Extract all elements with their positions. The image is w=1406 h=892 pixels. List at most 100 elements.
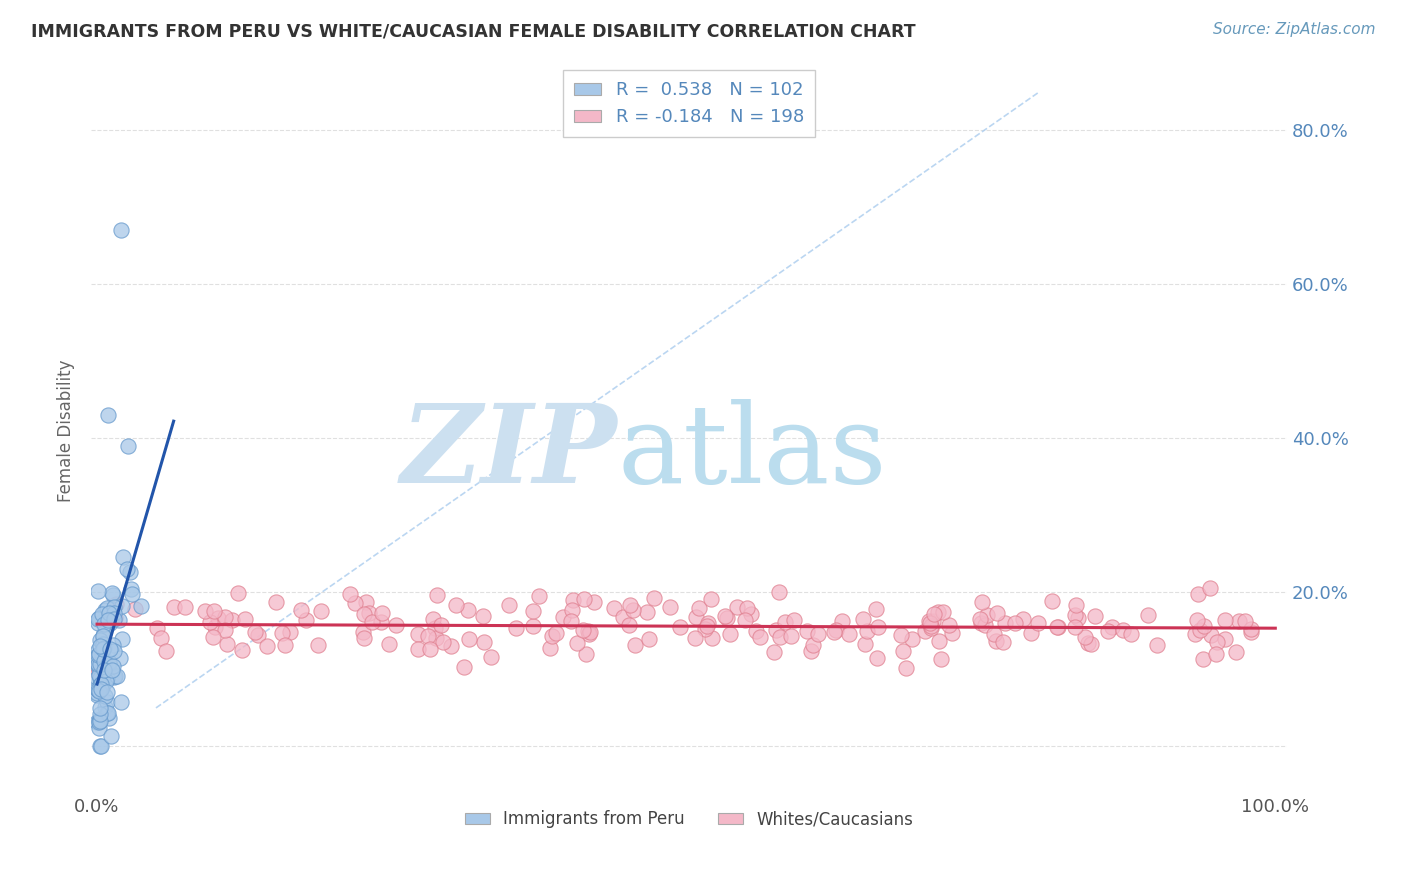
Point: [928, 634, 950, 648]
Point: [1004, 616, 1026, 631]
Point: [91, 637, 114, 651]
Point: [207, 611, 229, 625]
Point: [765, 623, 787, 637]
Point: [562, 593, 585, 607]
Point: [852, 612, 875, 626]
Point: [529, 589, 551, 603]
Point: [505, 621, 527, 635]
Point: [800, 644, 823, 658]
Point: [1019, 625, 1042, 640]
Point: [214, 623, 236, 637]
Point: [697, 616, 720, 631]
Point: [101, 588, 124, 602]
Point: [97, 657, 120, 672]
Point: [1111, 624, 1133, 638]
Point: [426, 588, 449, 602]
Point: [98, 655, 121, 669]
Point: [773, 615, 796, 630]
Point: [117, 439, 139, 453]
Point: [807, 627, 830, 641]
Point: [636, 605, 658, 619]
Point: [370, 615, 392, 629]
Point: [155, 644, 177, 658]
Point: [163, 599, 186, 614]
Point: [93, 616, 115, 631]
Point: [419, 642, 441, 657]
Point: [150, 631, 173, 645]
Point: [1199, 627, 1222, 641]
Point: [658, 600, 681, 615]
Point: [1097, 624, 1119, 638]
Point: [1077, 636, 1099, 650]
Point: [737, 601, 759, 615]
Point: [87, 683, 110, 698]
Point: [432, 634, 454, 648]
Point: [339, 587, 361, 601]
Point: [107, 614, 129, 628]
Point: [93, 603, 115, 617]
Point: [544, 625, 567, 640]
Point: [1229, 614, 1251, 628]
Point: [359, 606, 381, 620]
Point: [924, 607, 946, 621]
Point: [256, 640, 278, 654]
Point: [1240, 623, 1263, 637]
Point: [768, 585, 790, 599]
Point: [194, 604, 217, 618]
Point: [377, 637, 399, 651]
Point: [87, 682, 110, 697]
Point: [96, 685, 118, 699]
Point: [931, 652, 953, 666]
Point: [920, 621, 942, 635]
Point: [91, 629, 114, 643]
Point: [921, 614, 943, 628]
Point: [740, 607, 762, 622]
Point: [91, 607, 114, 621]
Point: [290, 603, 312, 617]
Point: [866, 651, 889, 665]
Point: [89, 714, 111, 728]
Point: [91, 677, 114, 691]
Point: [103, 611, 125, 625]
Point: [352, 624, 374, 639]
Point: [976, 607, 998, 622]
Point: [97, 711, 120, 725]
Point: [89, 678, 111, 692]
Point: [86, 672, 108, 686]
Legend: Immigrants from Peru, Whites/Caucasians: Immigrants from Peru, Whites/Caucasians: [458, 804, 920, 835]
Point: [716, 611, 738, 625]
Point: [91, 629, 114, 643]
Point: [93, 663, 115, 677]
Point: [87, 715, 110, 730]
Point: [110, 695, 132, 709]
Point: [93, 666, 115, 681]
Point: [582, 595, 605, 609]
Text: Source: ZipAtlas.com: Source: ZipAtlas.com: [1212, 22, 1375, 37]
Point: [440, 639, 463, 653]
Point: [110, 651, 132, 665]
Point: [86, 682, 108, 697]
Point: [87, 615, 110, 630]
Y-axis label: Female Disability: Female Disability: [58, 359, 75, 502]
Point: [93, 632, 115, 646]
Point: [221, 613, 243, 627]
Point: [612, 609, 634, 624]
Point: [98, 641, 121, 656]
Point: [233, 612, 256, 626]
Point: [425, 631, 447, 645]
Point: [146, 621, 169, 635]
Point: [121, 587, 143, 601]
Point: [100, 729, 122, 743]
Point: [89, 632, 111, 647]
Point: [87, 643, 110, 657]
Point: [90, 648, 112, 662]
Point: [89, 739, 111, 754]
Point: [129, 599, 152, 613]
Point: [353, 631, 375, 645]
Point: [472, 635, 495, 649]
Point: [1040, 594, 1063, 608]
Point: [619, 598, 641, 612]
Point: [779, 629, 801, 643]
Point: [498, 598, 520, 612]
Point: [103, 599, 125, 614]
